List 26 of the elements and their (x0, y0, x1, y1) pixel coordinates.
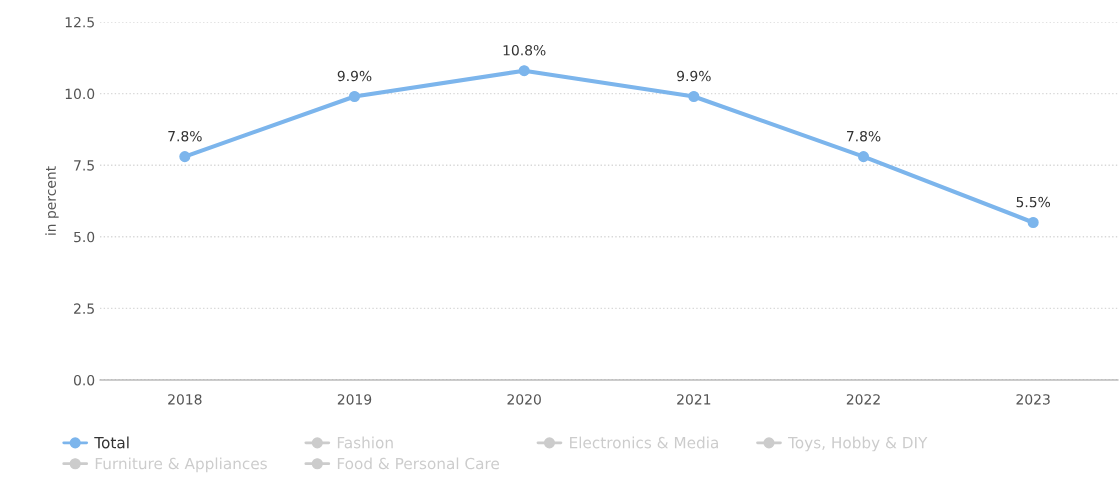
point (518, 65, 530, 77)
data-label: 9.9% (337, 70, 372, 82)
data-label: 5.5% (1016, 196, 1051, 208)
x-tick-label: 2019 (337, 394, 372, 405)
y-axis-title: in percent (45, 166, 59, 235)
y-tick-label: 2.5 (74, 303, 94, 314)
x-tick-label: 2020 (507, 394, 541, 405)
y-tick-label: 10.0 (65, 88, 95, 100)
y-tick-label: 0.0 (73, 374, 95, 386)
point (688, 90, 700, 103)
y-tick-label: 12.5 (65, 16, 94, 28)
x-tick-label: 2022 (846, 394, 880, 405)
y-tick-label: 5.0 (74, 231, 95, 243)
data-label: 10.8% (503, 44, 546, 56)
x-tick-label: 2021 (677, 394, 711, 405)
data-label: 9.9% (677, 70, 711, 82)
x-tick-label: 2023 (1016, 394, 1050, 405)
y-tick-label: 7.5 (74, 160, 94, 171)
point (179, 151, 191, 163)
point (348, 90, 361, 103)
legend-label: Total (94, 436, 129, 449)
point (857, 151, 870, 163)
x-tick-label: 2018 (168, 394, 202, 405)
data-label: 7.8% (168, 130, 202, 142)
point (1027, 216, 1039, 229)
data-label: 7.8% (847, 130, 881, 142)
